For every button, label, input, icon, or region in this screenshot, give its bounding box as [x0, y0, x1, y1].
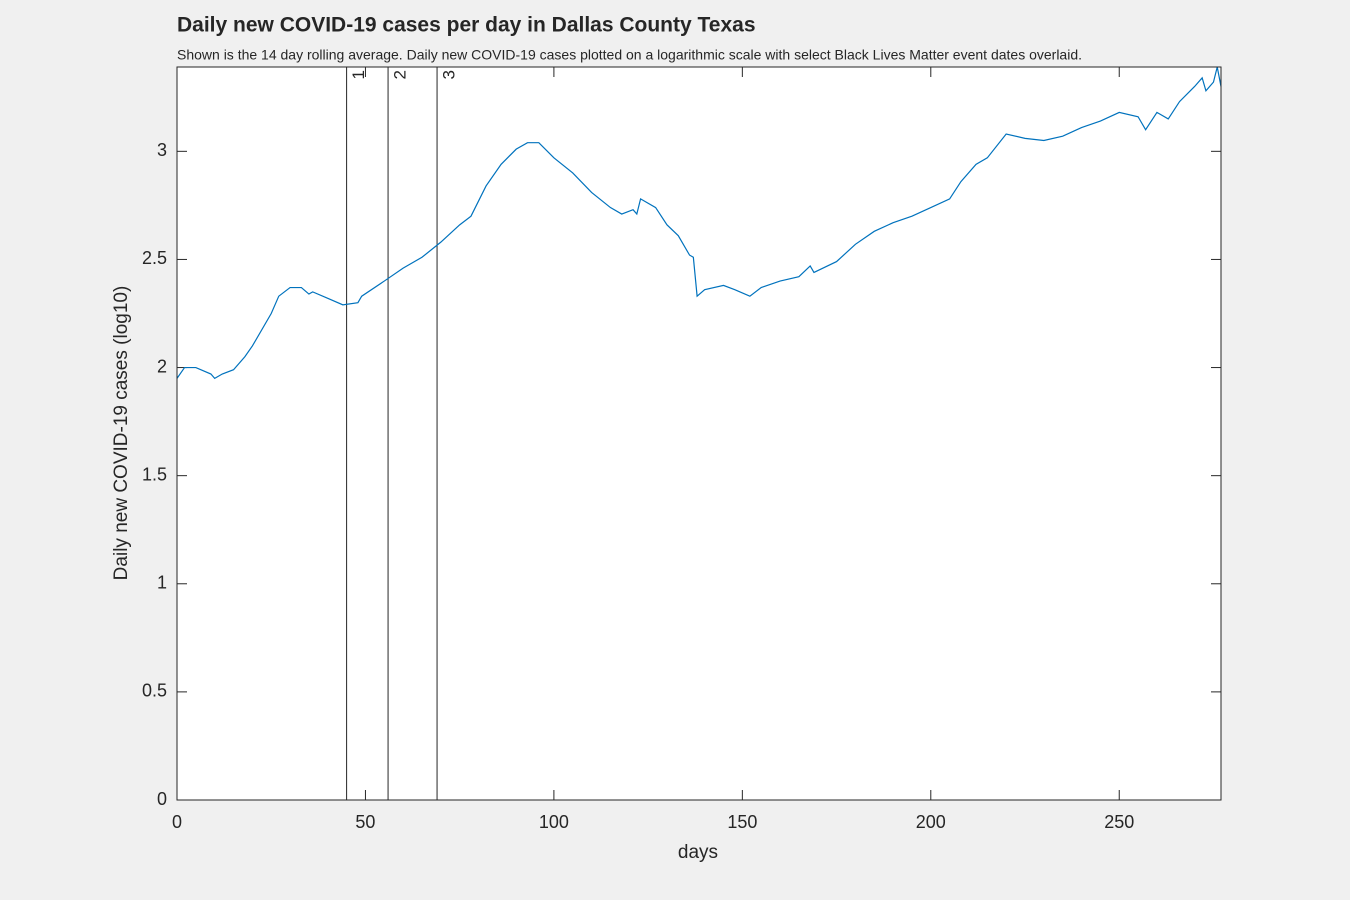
event-label: 3: [440, 70, 459, 79]
x-axis-label: days: [678, 842, 718, 863]
plot-area: [177, 67, 1221, 800]
event-label: 2: [391, 70, 410, 79]
data-line: [176, 66, 1222, 380]
y-tick-label: 3: [157, 140, 167, 160]
axes-box: [176, 66, 1222, 801]
y-tick-label: 0.5: [142, 681, 167, 701]
x-tick-label: 100: [539, 812, 569, 832]
x-tick-label: 50: [355, 812, 375, 832]
y-tick-label: 0: [157, 789, 167, 809]
y-tick-label: 1.5: [142, 464, 167, 484]
y-tick-label: 2: [157, 356, 167, 376]
x-tick-label: 250: [1104, 812, 1134, 832]
y-tick-label: 2.5: [142, 248, 167, 268]
x-tick-label: 0: [172, 812, 182, 832]
y-axis-label: Daily new COVID-19 cases (log10): [111, 286, 132, 581]
x-tick-label: 150: [727, 812, 757, 832]
event-label: 1: [349, 70, 368, 79]
chart-subtitle: Shown is the 14 day rolling average. Dai…: [177, 47, 1082, 63]
y-tick-label: 1: [157, 573, 167, 593]
x-tick-label: 200: [916, 812, 946, 832]
chart-title: Daily new COVID-19 cases per day in Dall…: [177, 14, 756, 37]
